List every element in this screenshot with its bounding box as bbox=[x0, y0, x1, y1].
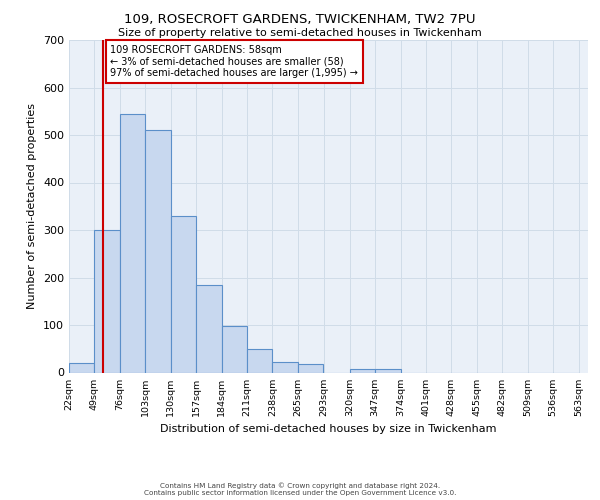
Bar bbox=[120, 114, 145, 372]
Bar bbox=[196, 284, 221, 372]
Bar bbox=[221, 326, 247, 372]
Bar bbox=[171, 216, 196, 372]
Bar bbox=[375, 368, 401, 372]
Bar bbox=[247, 349, 272, 372]
Text: Contains public sector information licensed under the Open Government Licence v3: Contains public sector information licen… bbox=[144, 490, 456, 496]
Text: 109, ROSECROFT GARDENS, TWICKENHAM, TW2 7PU: 109, ROSECROFT GARDENS, TWICKENHAM, TW2 … bbox=[124, 12, 476, 26]
Bar bbox=[69, 363, 94, 372]
Text: Size of property relative to semi-detached houses in Twickenham: Size of property relative to semi-detach… bbox=[118, 28, 482, 38]
X-axis label: Distribution of semi-detached houses by size in Twickenham: Distribution of semi-detached houses by … bbox=[160, 424, 497, 434]
Y-axis label: Number of semi-detached properties: Number of semi-detached properties bbox=[28, 104, 37, 309]
Bar bbox=[298, 364, 323, 372]
Bar bbox=[94, 230, 120, 372]
Bar bbox=[145, 130, 171, 372]
Bar bbox=[272, 362, 298, 372]
Bar bbox=[350, 368, 375, 372]
Text: Contains HM Land Registry data © Crown copyright and database right 2024.: Contains HM Land Registry data © Crown c… bbox=[160, 482, 440, 489]
Text: 109 ROSECROFT GARDENS: 58sqm
← 3% of semi-detached houses are smaller (58)
97% o: 109 ROSECROFT GARDENS: 58sqm ← 3% of sem… bbox=[110, 45, 358, 78]
